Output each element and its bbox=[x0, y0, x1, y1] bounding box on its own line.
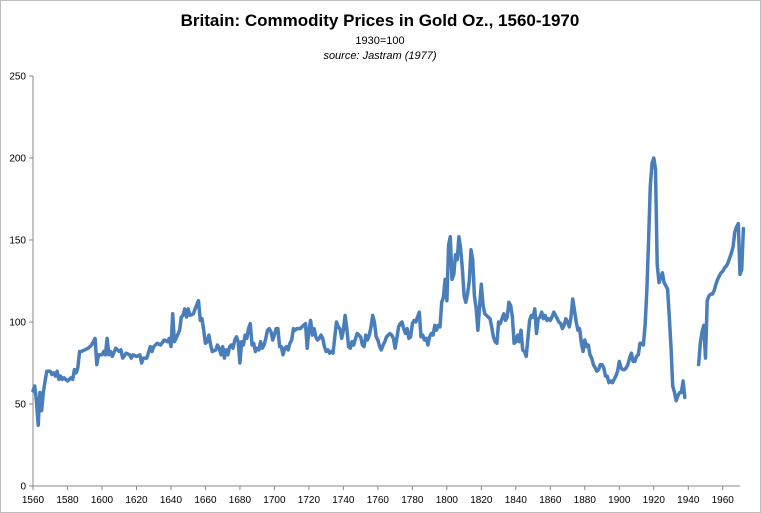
y-tick-label: 200 bbox=[9, 154, 26, 165]
x-tick-label: 1900 bbox=[608, 495, 631, 506]
y-tick-label: 50 bbox=[15, 400, 27, 411]
x-tick-label: 1940 bbox=[677, 495, 700, 506]
x-tick-label: 1840 bbox=[505, 495, 528, 506]
x-tick-label: 1820 bbox=[470, 495, 493, 506]
y-axis-ticks: 0 50 100 150 200 250 bbox=[9, 72, 33, 493]
x-tick-label: 1780 bbox=[401, 495, 424, 506]
x-tick-label: 1680 bbox=[229, 495, 252, 506]
x-tick-label: 1960 bbox=[712, 495, 735, 506]
chart-source: source: Jastram (1977) bbox=[323, 50, 436, 62]
x-axis-ticks: 1560 1580 1600 1620 1640 1660 1680 1700 1720 1740… bbox=[22, 486, 734, 506]
x-tick-label: 1560 bbox=[22, 495, 45, 506]
series-layer bbox=[31, 156, 746, 428]
x-tick-label: 1920 bbox=[643, 495, 666, 506]
x-tick-label: 1620 bbox=[125, 495, 148, 506]
series-line bbox=[696, 221, 746, 367]
y-tick-label: 0 bbox=[20, 482, 26, 493]
x-tick-label: 1860 bbox=[539, 495, 562, 506]
x-tick-label: 1760 bbox=[367, 495, 390, 506]
x-tick-label: 1800 bbox=[436, 495, 459, 506]
chart-subtitle: 1930=100 bbox=[355, 35, 404, 47]
x-tick-label: 1640 bbox=[160, 495, 183, 506]
chart-title: Britain: Commodity Prices in Gold Oz., 1… bbox=[181, 11, 580, 30]
y-tick-label: 250 bbox=[9, 72, 26, 83]
x-tick-label: 1720 bbox=[298, 495, 321, 506]
x-tick-label: 1700 bbox=[263, 495, 286, 506]
y-tick-label: 100 bbox=[9, 318, 26, 329]
x-tick-label: 1580 bbox=[56, 495, 79, 506]
series-line bbox=[31, 156, 687, 428]
x-tick-label: 1740 bbox=[332, 495, 355, 506]
x-tick-label: 1600 bbox=[91, 495, 114, 506]
y-tick-label: 150 bbox=[9, 236, 26, 247]
x-tick-label: 1880 bbox=[574, 495, 597, 506]
x-tick-label: 1660 bbox=[194, 495, 217, 506]
